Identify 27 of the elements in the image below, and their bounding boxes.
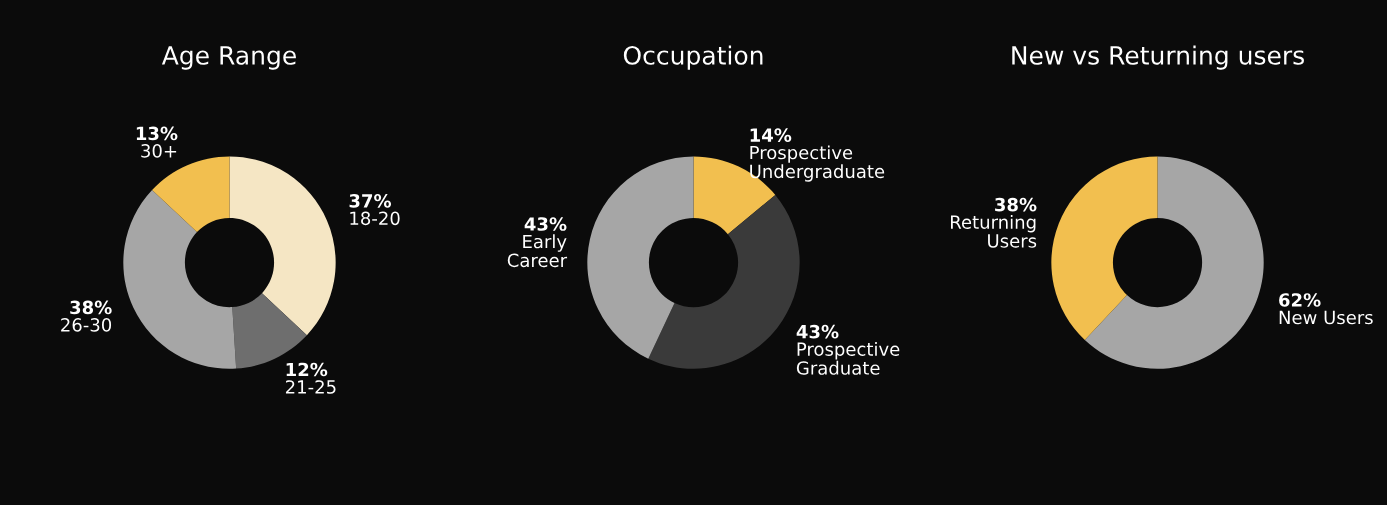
slice-label: 26-30	[61, 318, 112, 332]
donut-slice	[1051, 156, 1158, 340]
data-label: 62%	[1279, 293, 1321, 307]
slice-label: 18-20	[350, 211, 400, 226]
data-label: 14%	[750, 128, 792, 142]
donut-slice	[152, 156, 230, 233]
slice-label: Returning Users	[951, 214, 1037, 248]
donut-slice	[587, 156, 694, 359]
data-label: 37%	[349, 194, 392, 208]
data-label: 38%	[995, 197, 1037, 212]
data-label: 43%	[796, 324, 839, 339]
data-label: 12%	[286, 362, 328, 377]
chart-title: Occupation	[623, 45, 763, 70]
data-label: 38%	[70, 300, 112, 315]
donut-slice	[123, 189, 237, 369]
slice-label: Prospective Graduate	[796, 342, 900, 375]
donut-slice	[229, 156, 336, 336]
slice-label: New Users	[1279, 310, 1373, 325]
data-label: 43%	[524, 217, 567, 231]
slice-label: Early Career	[507, 234, 568, 268]
slice-label: 21-25	[285, 380, 336, 394]
chart-title: Age Range	[161, 46, 296, 70]
chart-title: New vs Returning users	[1012, 45, 1304, 70]
donut-slice	[1084, 156, 1264, 369]
data-label: 13%	[136, 126, 178, 141]
slice-label: 30+	[141, 144, 177, 158]
slice-label: Prospective Undergraduate	[750, 145, 885, 182]
